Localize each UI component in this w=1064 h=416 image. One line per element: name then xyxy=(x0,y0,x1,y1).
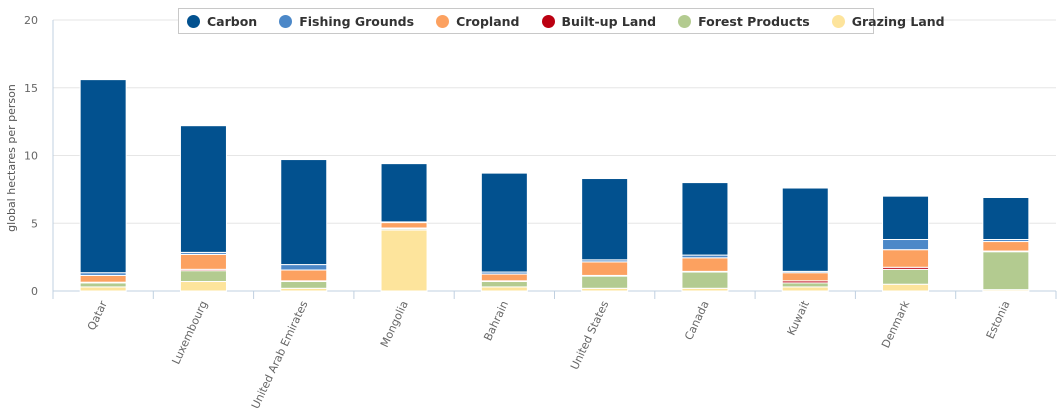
legend-label: Cropland xyxy=(456,13,520,29)
bar-segment[interactable] xyxy=(79,282,127,288)
bar-segment[interactable] xyxy=(179,125,227,253)
bar-segment[interactable] xyxy=(480,286,528,292)
bar-segment[interactable] xyxy=(581,261,629,276)
bar-segment[interactable] xyxy=(79,79,127,274)
x-tick-label: Kuwait xyxy=(785,298,813,337)
bar-segment[interactable] xyxy=(982,197,1030,241)
bar-segment[interactable] xyxy=(480,172,528,273)
bar-segment[interactable] xyxy=(79,286,127,292)
x-tick-label: Canada xyxy=(682,299,711,342)
bar-segment[interactable] xyxy=(781,187,829,272)
legend-label: Built-up Land xyxy=(561,13,657,29)
x-tick-label: Qatar xyxy=(85,298,110,332)
y-axis-label: global hectares per person xyxy=(5,84,18,232)
legend-swatch xyxy=(279,14,293,28)
bar-segment[interactable] xyxy=(681,271,729,289)
x-tick-label: United States xyxy=(568,299,611,372)
bar-segment[interactable] xyxy=(280,159,328,266)
x-tick-label: Bahrain xyxy=(481,299,511,343)
y-axis-ticks: 0 5 10 15 20 xyxy=(24,14,38,298)
bar-segment[interactable] xyxy=(380,222,428,229)
x-tick-label: Mongolia xyxy=(378,299,411,350)
x-axis-ticks: Qatar Luxembourg United Arab Emirates Mongo… xyxy=(52,291,1057,411)
bar-segment[interactable] xyxy=(882,249,930,268)
y-tick-label: 0 xyxy=(31,285,38,298)
y-tick-label: 10 xyxy=(24,150,38,163)
legend-item[interactable]: Built-up Land xyxy=(541,13,657,29)
bar-segment[interactable] xyxy=(179,253,227,270)
y-tick-label: 15 xyxy=(24,82,38,95)
legend-swatch xyxy=(187,14,200,28)
bar-segment[interactable] xyxy=(79,274,127,283)
bar-segment[interactable] xyxy=(179,281,227,292)
x-tick-label: Estonia xyxy=(984,299,1013,341)
bar-segment[interactable] xyxy=(882,195,930,241)
bar-segment[interactable] xyxy=(681,257,729,272)
bar-segment[interactable] xyxy=(280,264,328,271)
legend-label: Grazing Land xyxy=(851,13,945,29)
chart-legend: Carbon Fishing Grounds Cropland Built-up La… xyxy=(178,8,945,34)
x-tick-label: Denmark xyxy=(879,298,912,350)
bar-segment[interactable] xyxy=(681,182,729,256)
legend-item[interactable]: Carbon xyxy=(187,14,257,29)
legend-item[interactable]: Forest Products xyxy=(678,14,810,29)
legend-label: Fishing Grounds xyxy=(299,13,415,29)
bar-segment[interactable] xyxy=(882,239,930,251)
legend-swatch xyxy=(436,14,450,28)
bar-segment[interactable] xyxy=(280,269,328,282)
bar-segment[interactable] xyxy=(982,241,1030,252)
bar-segment[interactable] xyxy=(882,283,930,292)
bar-segment[interactable] xyxy=(480,273,528,282)
legend-swatch xyxy=(541,14,555,28)
bar-segment[interactable] xyxy=(380,229,428,292)
bar-series xyxy=(79,79,1030,292)
bar-segment[interactable] xyxy=(781,272,829,282)
bar-segment[interactable] xyxy=(581,275,629,289)
legend-item[interactable]: Grazing Land xyxy=(831,13,945,29)
bar-segment[interactable] xyxy=(480,281,528,288)
bar-segment[interactable] xyxy=(882,268,930,285)
bar-segment[interactable] xyxy=(280,281,328,289)
legend-label: Forest Products xyxy=(698,13,810,29)
y-tick-label: 20 xyxy=(24,14,38,27)
bar-segment[interactable] xyxy=(781,282,829,288)
legend-swatch xyxy=(831,14,845,28)
y-tick-label: 5 xyxy=(31,217,38,230)
legend-label: Carbon xyxy=(207,13,258,29)
legend-item[interactable]: Fishing Grounds xyxy=(279,14,414,29)
bar-segment[interactable] xyxy=(380,163,428,223)
x-tick-label: Luxembourg xyxy=(169,299,210,367)
bar-segment[interactable] xyxy=(179,270,227,283)
bar-segment[interactable] xyxy=(581,178,629,261)
legend-swatch xyxy=(678,14,692,28)
x-tick-label: United Arab Emirates xyxy=(249,299,311,411)
bar-segment[interactable] xyxy=(781,286,829,292)
legend-item[interactable]: Cropland xyxy=(436,13,520,29)
bar-segment[interactable] xyxy=(982,251,1030,291)
